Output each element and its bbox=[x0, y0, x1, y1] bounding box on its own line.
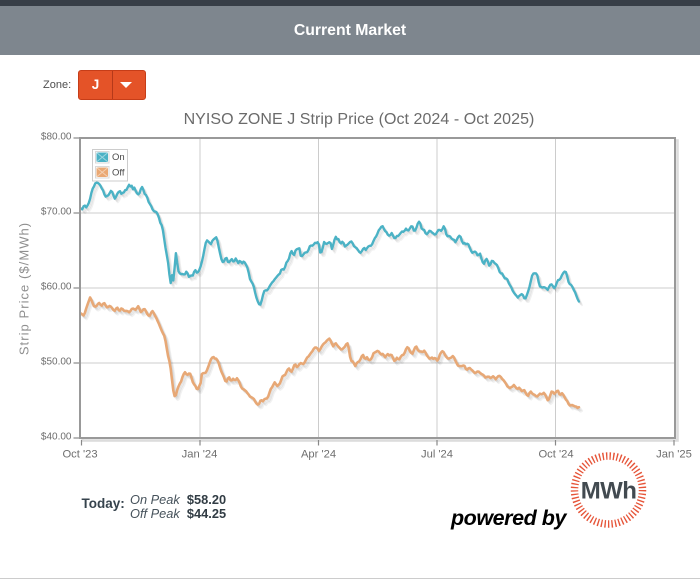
svg-text:Jul '24: Jul '24 bbox=[421, 449, 453, 461]
svg-text:Oct '24: Oct '24 bbox=[538, 449, 573, 461]
svg-text:Jan '25: Jan '25 bbox=[656, 449, 692, 461]
svg-text:$60.00: $60.00 bbox=[41, 282, 72, 293]
svg-text:$40.00: $40.00 bbox=[41, 432, 72, 443]
svg-text:Strip Price ($/MWh): Strip Price ($/MWh) bbox=[17, 222, 32, 355]
svg-text:Jan '24: Jan '24 bbox=[182, 449, 218, 461]
svg-text:$80.00: $80.00 bbox=[41, 132, 72, 143]
svg-text:MWh: MWh bbox=[581, 477, 637, 504]
svg-text:$50.00: $50.00 bbox=[41, 357, 72, 368]
svg-text:Apr '24: Apr '24 bbox=[301, 449, 336, 461]
svg-text:On: On bbox=[112, 152, 125, 163]
svg-text:Off: Off bbox=[112, 168, 125, 179]
svg-text:Oct '23: Oct '23 bbox=[62, 449, 97, 461]
svg-text:NYISO ZONE J Strip Price (Oct: NYISO ZONE J Strip Price (Oct 2024 - Oct… bbox=[184, 111, 535, 128]
svg-text:$70.00: $70.00 bbox=[41, 207, 72, 218]
